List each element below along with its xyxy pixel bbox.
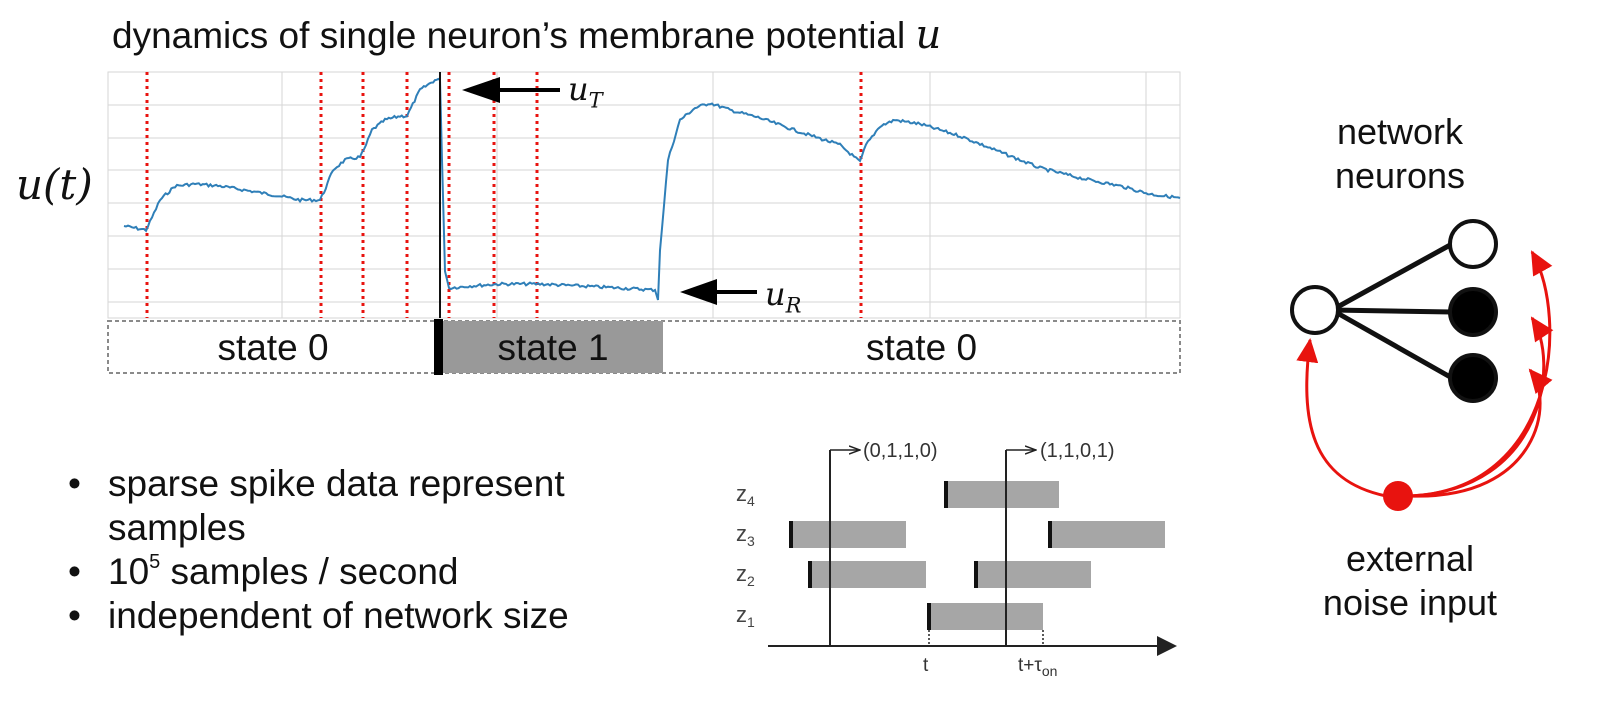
network-edges [1330,241,1454,381]
bullet-item: independent of network size [60,594,628,638]
threshold-arrow [462,77,560,103]
z2-bar-a [810,561,926,588]
spike-onsets [789,481,1052,630]
input-spike-lines [145,72,863,318]
bullet-list: sparse spike data represent samples 105 … [60,462,628,638]
z3-bar-a [791,521,906,548]
t-label: t [923,655,929,676]
z1-bar [929,603,1043,630]
z2-bar-b [976,561,1091,588]
network-diagram [1290,219,1554,511]
row-label-z1: z1 [736,602,755,630]
plot-title-text: dynamics of single neuron’s membrane pot… [112,15,906,56]
threshold-label: uT [568,70,603,113]
spike-raster-diagram: (0,1,1,0) (1,1,0,1) z4 z3 z2 z1 t t+τon [736,440,1177,679]
raster-bars [791,481,1165,630]
z3-bar-b [1050,521,1165,548]
bullet-item: 105 samples / second [60,550,628,594]
state-label-1: state 1 [497,327,609,368]
row-label-z2: z2 [736,561,755,589]
row-label-z4: z4 [736,481,755,509]
state-label-0: state 0 [217,327,329,368]
sample-label-1: (0,1,1,0) [863,440,937,462]
state-bar [107,319,1181,375]
external-noise-label: external noise input [1322,538,1498,623]
plot-title-variable: u [915,12,942,58]
network-neuron-3 [1448,353,1498,403]
plot-title: dynamics of single neuron’s membrane pot… [112,12,941,58]
plot-frame [107,71,1181,319]
z4-bar [946,481,1059,508]
noise-source [1383,481,1413,511]
network-neurons-label: network neurons [1334,111,1466,196]
row-label-z3: z3 [736,521,755,549]
network-neuron-2 [1448,287,1498,337]
state-label-2: state 0 [865,327,978,368]
bullet-item: sparse spike data represent samples [60,462,628,550]
reset-arrow [680,279,757,305]
reset-label: uR [765,275,802,318]
noise-connections [1296,250,1554,498]
plot-grid [107,71,1181,319]
sample-label-2: (1,1,0,1) [1040,440,1114,462]
y-axis-label: u(t) [16,160,93,209]
state-1-fill [442,321,663,373]
network-neuron-1 [1448,219,1498,269]
membrane-trace [123,77,1181,301]
t-tau-label: t+τon [1018,655,1057,679]
input-neuron [1290,285,1340,335]
spike-marker [434,319,443,375]
